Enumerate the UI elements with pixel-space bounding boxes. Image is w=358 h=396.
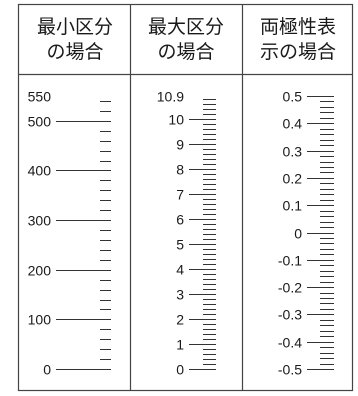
- max-tick-label: 3: [176, 287, 184, 303]
- min-tick-label: 550: [28, 89, 52, 105]
- max-tick-label: 5: [176, 237, 184, 253]
- max-tick-label: 6: [176, 212, 184, 228]
- min-tick-label: 500: [28, 114, 52, 130]
- header-bipolar-line1: 両極性表: [260, 16, 336, 38]
- bipolar-tick-label: 0.5: [283, 89, 303, 105]
- max-tick-label: 4: [176, 262, 184, 278]
- bipolar-tick-label: 0.3: [283, 144, 303, 160]
- bipolar-tick-label: -0.2: [278, 280, 302, 296]
- min-tick-label: 200: [28, 263, 52, 279]
- min-tick-label: 300: [28, 213, 52, 229]
- max-tick-label: 8: [176, 162, 184, 178]
- max-tick-label: 7: [176, 187, 184, 203]
- max-tick-label: 9: [176, 137, 184, 153]
- table-frame: [17, 3, 354, 392]
- header-min-line1: 最小区分: [37, 16, 113, 38]
- header-max-line1: 最大区分: [148, 16, 224, 38]
- max-tick-label: 10: [168, 112, 184, 128]
- header-bipolar-line2: 示の場合: [260, 41, 336, 63]
- max-tick-label: 0: [176, 362, 184, 378]
- header-max-line2: の場合: [157, 41, 214, 63]
- min-tick-label: 0: [43, 362, 51, 378]
- bipolar-tick-label: -0.3: [278, 307, 302, 323]
- bipolar-tick-label: 0.2: [283, 171, 303, 187]
- max-tick-label: 2: [176, 312, 184, 328]
- scales: 550500400300200100010.91098765432100.50.…: [28, 89, 334, 378]
- max-tick-label: 1: [176, 337, 184, 353]
- bipolar-tick-label: 0.4: [283, 116, 303, 132]
- bipolar-tick-label: 0: [294, 226, 302, 242]
- min-tick-label: 400: [28, 163, 52, 179]
- bipolar-tick-label: -0.4: [278, 335, 302, 351]
- max-tick-label: 10.9: [157, 89, 184, 105]
- bipolar-tick-label: 0.1: [283, 198, 303, 214]
- bipolar-tick-label: -0.5: [278, 362, 302, 378]
- min-tick-label: 100: [28, 312, 52, 328]
- header-min-line2: の場合: [46, 41, 103, 63]
- bipolar-tick-label: -0.1: [278, 253, 302, 269]
